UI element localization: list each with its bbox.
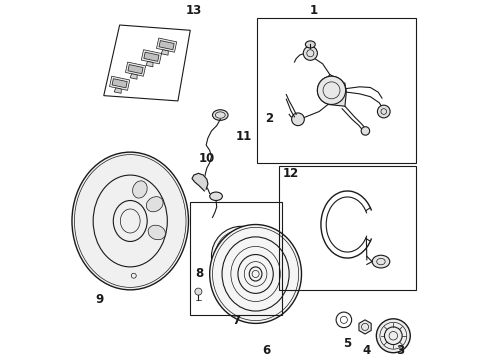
Ellipse shape — [372, 255, 390, 268]
Polygon shape — [110, 76, 130, 90]
Bar — [190, 202, 282, 315]
Ellipse shape — [133, 181, 147, 198]
Ellipse shape — [292, 113, 304, 126]
Polygon shape — [144, 52, 159, 61]
Ellipse shape — [223, 238, 230, 245]
Ellipse shape — [212, 226, 271, 286]
Polygon shape — [159, 41, 174, 50]
Bar — [257, 18, 416, 163]
Ellipse shape — [318, 76, 345, 104]
Polygon shape — [156, 38, 177, 52]
Ellipse shape — [217, 253, 224, 260]
Ellipse shape — [213, 110, 228, 120]
Ellipse shape — [253, 268, 260, 275]
Ellipse shape — [195, 288, 202, 295]
Ellipse shape — [305, 41, 315, 48]
Polygon shape — [192, 173, 208, 191]
Polygon shape — [128, 64, 143, 74]
Polygon shape — [161, 50, 168, 55]
Ellipse shape — [303, 46, 318, 60]
Text: 6: 6 — [262, 344, 270, 357]
Text: 7: 7 — [232, 314, 240, 327]
Text: 13: 13 — [186, 4, 202, 17]
Ellipse shape — [147, 197, 163, 212]
Ellipse shape — [210, 192, 222, 201]
Text: 3: 3 — [396, 344, 404, 357]
Ellipse shape — [238, 274, 245, 281]
Bar — [278, 166, 416, 290]
Ellipse shape — [253, 238, 260, 245]
Ellipse shape — [259, 253, 266, 260]
Polygon shape — [323, 75, 346, 106]
Ellipse shape — [361, 127, 369, 135]
Polygon shape — [112, 79, 127, 88]
Text: 9: 9 — [96, 293, 104, 306]
Text: 8: 8 — [195, 267, 203, 280]
Polygon shape — [114, 88, 122, 93]
Text: 11: 11 — [236, 130, 252, 143]
Ellipse shape — [223, 268, 230, 275]
Text: 2: 2 — [266, 112, 273, 125]
Ellipse shape — [148, 225, 166, 240]
Polygon shape — [130, 74, 137, 79]
Text: 1: 1 — [310, 4, 318, 17]
Ellipse shape — [327, 86, 336, 95]
Text: 10: 10 — [199, 152, 215, 165]
Polygon shape — [141, 50, 162, 64]
Ellipse shape — [377, 105, 390, 118]
Polygon shape — [125, 62, 146, 76]
Text: 4: 4 — [363, 344, 371, 357]
Polygon shape — [146, 62, 153, 67]
Polygon shape — [359, 320, 371, 334]
Ellipse shape — [238, 231, 245, 239]
Text: 12: 12 — [283, 167, 299, 180]
Ellipse shape — [210, 225, 301, 323]
Text: 5: 5 — [343, 337, 351, 350]
Ellipse shape — [72, 152, 189, 290]
Ellipse shape — [318, 76, 345, 104]
Ellipse shape — [376, 319, 410, 353]
Ellipse shape — [240, 231, 278, 281]
